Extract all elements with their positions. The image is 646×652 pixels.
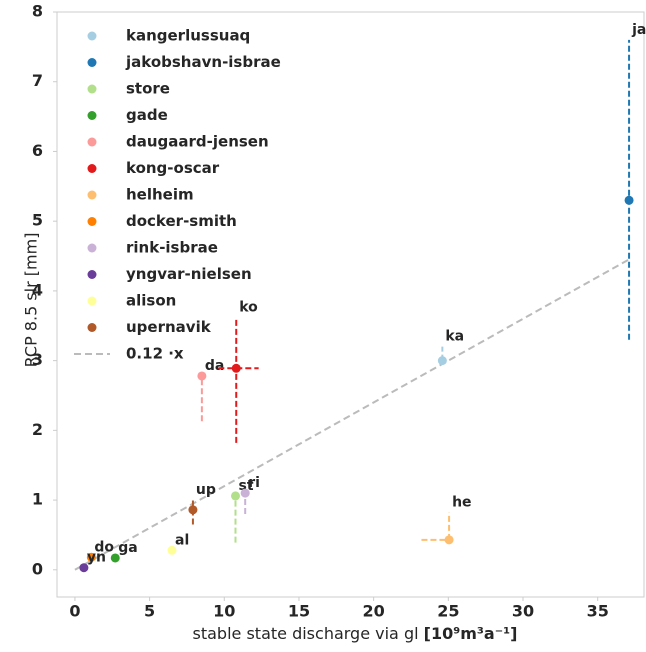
point [110, 553, 120, 563]
point-label: da [205, 358, 224, 374]
x-tick-label: 35 [587, 602, 609, 621]
legend-marker [87, 31, 97, 41]
legend-marker [87, 296, 97, 306]
legend-marker [87, 84, 97, 94]
legend-label: kangerlussuaq [126, 27, 250, 45]
legend-label: gade [126, 106, 168, 124]
x-tick-label: 30 [512, 602, 534, 621]
point [167, 545, 177, 555]
x-tick-label: 10 [213, 602, 235, 621]
legend-marker [87, 111, 97, 120]
legend-label: yngvar-nielsen [126, 265, 252, 283]
x-axis-label-text: stable state discharge via gl [193, 624, 419, 643]
y-tick-label: 0 [32, 559, 43, 578]
point [231, 363, 241, 373]
legend-label: alison [126, 292, 176, 310]
y-tick-label: 2 [32, 420, 43, 439]
legend-marker [87, 137, 97, 147]
legend-marker [87, 270, 97, 279]
legend-label: daugaard-jensen [126, 133, 269, 151]
x-axis-unit: [10⁹m³a⁻¹] [424, 624, 518, 643]
legend-marker [87, 243, 97, 253]
legend-marker [87, 217, 97, 226]
x-tick-label: 20 [363, 602, 385, 621]
fit-line [74, 258, 630, 571]
point-label: ga [118, 540, 137, 556]
legend-label: upernavik [126, 318, 212, 336]
point [79, 563, 89, 573]
legend-marker [87, 164, 97, 173]
point [188, 505, 198, 515]
point [444, 535, 454, 545]
point-label: yn [87, 550, 106, 566]
point [437, 356, 447, 366]
legend-marker [87, 58, 97, 67]
point [86, 552, 96, 562]
point-label: ka [445, 329, 464, 345]
y-tick-label: 1 [32, 490, 43, 509]
point-label: he [452, 495, 471, 511]
point-label: up [196, 482, 216, 498]
point-label: al [175, 532, 189, 548]
legend-label: rink-isbrae [126, 239, 218, 257]
legend-label: helheim [126, 186, 194, 204]
x-tick-label: 15 [288, 602, 310, 621]
y-axis-label: RCP 8.5 slr [mm] [22, 233, 41, 368]
y-tick-label: 8 [32, 2, 43, 21]
y-tick-label: 7 [32, 71, 43, 90]
point-label: ko [239, 299, 258, 315]
point [624, 195, 634, 205]
legend-label: store [126, 80, 170, 98]
x-tick-label: 0 [69, 602, 80, 621]
x-tick-label: 5 [144, 602, 155, 621]
point [240, 488, 250, 498]
legend-label: kong-oscar [126, 159, 220, 177]
y-tick-label: 4 [32, 280, 43, 299]
legend-label: jakobshavn-isbrae [125, 53, 281, 71]
legend-marker [87, 190, 97, 200]
point-label: ja [631, 22, 646, 38]
legend-label: docker-smith [126, 212, 237, 230]
y-tick-label: 3 [32, 350, 43, 369]
point-label: ri [248, 475, 260, 491]
plot-frame [56, 11, 645, 598]
y-tick-label: 5 [32, 211, 43, 230]
point [197, 371, 207, 381]
legend-marker [87, 323, 97, 332]
x-axis-label: stable state discharge via gl [10⁹m³a⁻¹] [193, 624, 518, 643]
point-label: do [94, 539, 114, 555]
point [230, 491, 240, 501]
x-tick-label: 25 [437, 602, 459, 621]
y-tick-label: 6 [32, 141, 43, 160]
legend-label: 0.12 ·x [126, 345, 184, 363]
